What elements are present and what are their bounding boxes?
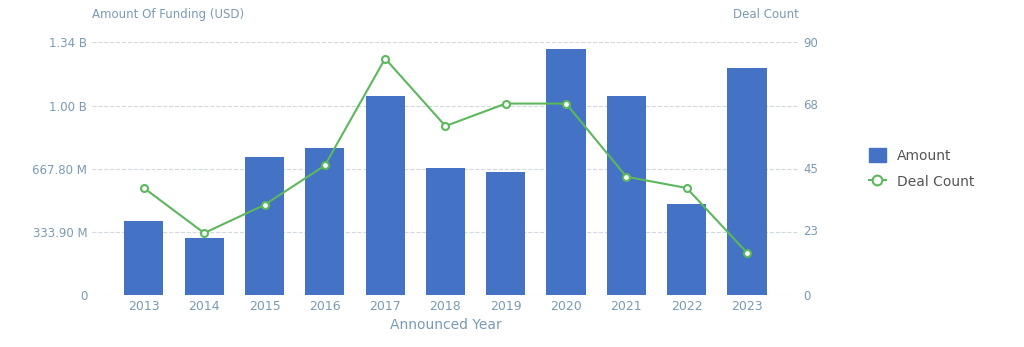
Bar: [245, 157, 284, 295]
Text: Amount Of Funding (USD): Amount Of Funding (USD): [92, 8, 245, 22]
Text: Deal Count: Deal Count: [733, 8, 799, 22]
Bar: [486, 172, 525, 295]
Bar: [667, 204, 707, 295]
Bar: [547, 49, 586, 295]
Bar: [184, 238, 224, 295]
Bar: [607, 96, 646, 295]
Bar: [124, 221, 164, 295]
Bar: [426, 168, 465, 295]
Bar: [366, 96, 404, 295]
Legend: Amount, Deal Count: Amount, Deal Count: [862, 141, 981, 196]
X-axis label: Announced Year: Announced Year: [389, 318, 502, 332]
Bar: [305, 147, 344, 295]
Bar: [727, 68, 767, 295]
